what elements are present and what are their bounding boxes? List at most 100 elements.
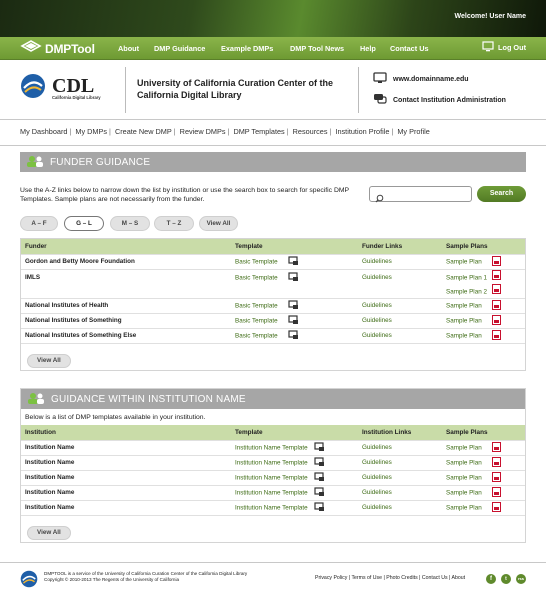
guidelines-link[interactable]: Guidelines	[358, 297, 442, 313]
footer-copyright: Copyright © 2010-2013 The Regents of the…	[44, 577, 180, 582]
footer-privacy-policy[interactable]: Privacy Policy	[315, 575, 348, 581]
subnav-resources[interactable]: Resources	[292, 127, 328, 136]
dmptool-logo[interactable]: DMPTool	[20, 40, 95, 57]
guidelines-link[interactable]: Guidelines	[358, 253, 442, 269]
facebook-icon[interactable]: f	[486, 574, 496, 584]
people-icon	[27, 392, 45, 407]
pdf-icon[interactable]	[491, 456, 501, 469]
pdf-icon[interactable]	[491, 471, 501, 484]
subnav-my-dashboard[interactable]: My Dashboard	[20, 127, 68, 136]
footer-photo-credits[interactable]: Photo Credits	[386, 575, 418, 581]
pdf-icon[interactable]	[491, 299, 501, 312]
guidelines-link[interactable]: Guidelines	[358, 439, 442, 455]
subnav-create-new-dmp[interactable]: Create New DMP	[114, 127, 172, 136]
subnav-dmp-templates[interactable]: DMP Templates	[233, 127, 285, 136]
cdl-logo[interactable]: CDL California Digital Library	[20, 73, 101, 104]
nav-about[interactable]: About	[118, 44, 140, 53]
sample-plan-link[interactable]: Sample Plan	[446, 332, 482, 340]
footer-about[interactable]: About	[451, 575, 466, 581]
filter-a-f[interactable]: A – F	[20, 216, 58, 231]
doc-icon[interactable]	[287, 314, 299, 327]
institution-name: Institution Name	[21, 469, 231, 485]
sample-plan-link[interactable]: Sample Plan	[446, 444, 482, 452]
pdf-icon[interactable]	[491, 501, 501, 514]
sample-plan-link[interactable]: Sample Plan	[446, 474, 482, 482]
template-link[interactable]: Basic Template	[235, 258, 278, 266]
funder-search-input[interactable]	[369, 186, 472, 203]
filter-g-l[interactable]: G – L	[64, 216, 104, 231]
cdl-footer-logo-icon[interactable]	[20, 570, 38, 593]
template-link[interactable]: Basic Template	[235, 332, 278, 340]
institution-table: Institution Template Institution Links S…	[21, 425, 525, 515]
guidelines-link[interactable]: Guidelines	[358, 268, 442, 298]
doc-icon[interactable]	[287, 330, 299, 342]
nav-example-dmps[interactable]: Example DMPs	[221, 44, 274, 53]
logout-button[interactable]: Log Out	[482, 41, 526, 54]
nav-contact-us[interactable]: Contact Us	[390, 44, 429, 53]
sample-plan-link[interactable]: Sample Plan	[446, 504, 482, 512]
filter-view-all[interactable]: View All	[199, 216, 238, 231]
guidelines-link[interactable]: Guidelines	[358, 499, 442, 515]
sample-plan-link[interactable]: Sample Plan	[446, 302, 482, 310]
template-link[interactable]: Institution Name Template	[235, 474, 308, 482]
footer-terms-of-use[interactable]: Terms of Use	[351, 575, 382, 581]
filter-t-z[interactable]: T – Z	[154, 216, 194, 231]
domain-link[interactable]: www.domainname.edu	[373, 72, 469, 86]
pdf-icon[interactable]	[491, 329, 501, 342]
template-link[interactable]: Basic Template	[235, 302, 278, 310]
subnav-my-dmps[interactable]: My DMPs	[75, 127, 108, 136]
twitter-icon[interactable]: t	[501, 574, 511, 584]
footer-contact-us[interactable]: Contact Us	[421, 575, 448, 581]
doc-icon[interactable]	[314, 441, 325, 454]
rss-icon[interactable]: rss	[516, 574, 526, 584]
table-row: Institution Name Institution Name Templa…	[21, 499, 525, 515]
template-link[interactable]: Basic Template	[235, 274, 278, 282]
logout-label: Log Out	[498, 43, 526, 52]
guidelines-link[interactable]: Guidelines	[358, 327, 442, 343]
nav-help[interactable]: Help	[360, 44, 376, 53]
template-link[interactable]: Institution Name Template	[235, 459, 308, 467]
doc-icon[interactable]	[314, 456, 325, 469]
doc-icon[interactable]	[314, 502, 325, 514]
header-divider	[358, 67, 359, 113]
subnav-review-dmps[interactable]: Review DMPs	[179, 127, 226, 136]
nav-dmp-guidance[interactable]: DMP Guidance	[154, 44, 206, 53]
doc-icon[interactable]	[314, 486, 325, 499]
pdf-icon[interactable]	[491, 283, 501, 300]
sample-plan-link[interactable]: Sample Plan	[446, 317, 482, 325]
subnav-my-profile[interactable]: My Profile	[397, 127, 430, 136]
doc-icon[interactable]	[314, 471, 325, 484]
doc-icon[interactable]	[287, 299, 299, 312]
sample-plan-link[interactable]: Sample Plan	[446, 258, 482, 266]
guidelines-link[interactable]: Guidelines	[358, 312, 442, 328]
pdf-icon[interactable]	[491, 486, 501, 499]
pdf-icon[interactable]	[491, 269, 501, 286]
sample-plan-link[interactable]: Sample Plan	[446, 489, 482, 497]
user-subnav: My Dashboard | My DMPs | Create New DMP | R…	[20, 127, 430, 136]
pdf-icon[interactable]	[491, 314, 501, 327]
pdf-icon[interactable]	[491, 255, 501, 268]
institution-name: Institution Name	[21, 454, 231, 470]
guidelines-link[interactable]: Guidelines	[358, 484, 442, 500]
funder-guidance-header: FUNDER GUIDANCE	[20, 152, 526, 174]
doc-icon[interactable]	[287, 255, 299, 268]
search-button[interactable]: Search	[477, 186, 526, 202]
nav-dmp-tool-news[interactable]: DMP Tool News	[290, 44, 345, 53]
sample-plan-link[interactable]: Sample Plan 1	[446, 274, 487, 282]
template-link[interactable]: Institution Name Template	[235, 489, 308, 497]
doc-icon[interactable]	[287, 271, 299, 284]
template-link[interactable]: Institution Name Template	[235, 444, 308, 452]
template-link[interactable]: Basic Template	[235, 317, 278, 325]
contact-admin-link[interactable]: Contact Institution Administration	[373, 93, 506, 107]
institution-view-all-button[interactable]: View All	[27, 526, 71, 540]
pdf-icon[interactable]	[491, 441, 501, 454]
guidelines-link[interactable]: Guidelines	[358, 469, 442, 485]
sample-plan-link[interactable]: Sample Plan 2	[446, 288, 487, 296]
guidelines-link[interactable]: Guidelines	[358, 454, 442, 470]
table-row: National Institutes of Something Else Ba…	[21, 327, 525, 343]
filter-m-s[interactable]: M – S	[110, 216, 150, 231]
funder-view-all-button[interactable]: View All	[27, 354, 71, 368]
subnav-institution-profile[interactable]: Institution Profile	[335, 127, 390, 136]
template-link[interactable]: Institution Name Template	[235, 504, 308, 512]
sample-plan-link[interactable]: Sample Plan	[446, 459, 482, 467]
